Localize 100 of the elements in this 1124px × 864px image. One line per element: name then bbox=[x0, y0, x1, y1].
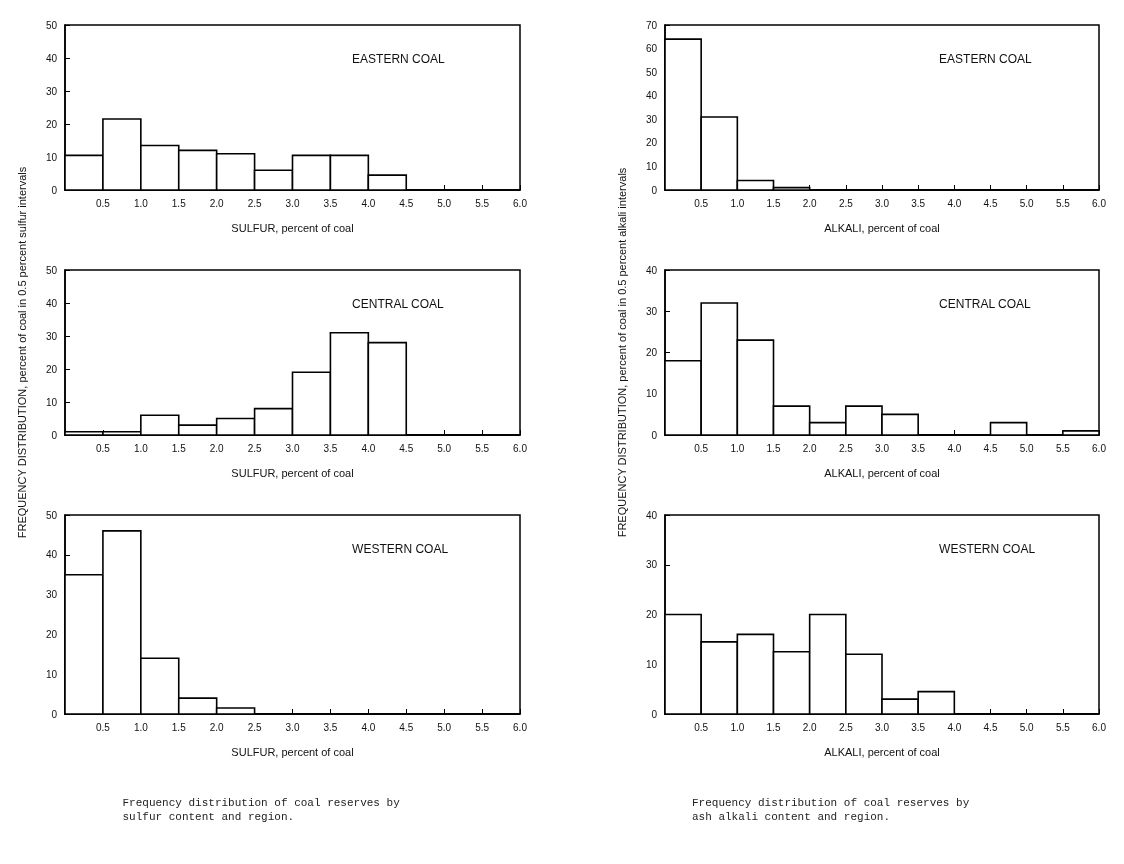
y-tick-label: 0 bbox=[651, 184, 658, 196]
x-tick-label: 3.5 bbox=[323, 442, 338, 454]
text: Frequency distribution of coal reserves by sulfur content and region. bbox=[122, 797, 407, 823]
x-tick-label: 3.5 bbox=[911, 197, 926, 209]
x-tick-label: 3.0 bbox=[875, 197, 890, 209]
x-tick-label: 1.5 bbox=[171, 721, 187, 733]
x-tick-label: 5.5 bbox=[1055, 442, 1071, 454]
x-axis-title: ALKALI, percent of coal bbox=[824, 221, 940, 234]
x-tick-label: 4.0 bbox=[947, 197, 962, 209]
text: EASTERN COAL bbox=[352, 52, 446, 66]
x-tick-label: 2.0 bbox=[209, 721, 225, 733]
y-tick-label: 10 bbox=[45, 151, 58, 163]
x-tick-label: 6.0 bbox=[1092, 197, 1107, 209]
x-tick-label: 1.5 bbox=[171, 197, 187, 209]
x-tick-label: 0.5 bbox=[95, 197, 111, 209]
x-tick-label: 4.5 bbox=[399, 721, 414, 733]
x-tick-label: 0.5 bbox=[694, 721, 709, 733]
x-tick-label: 2.5 bbox=[838, 721, 854, 733]
y-tick-label: 30 bbox=[645, 305, 658, 317]
x-tick-label: 1.0 bbox=[730, 721, 745, 733]
y-tick-label: 40 bbox=[45, 297, 58, 309]
x-tick-label: 4.0 bbox=[947, 721, 962, 733]
x-axis-title: SULFUR, percent of coal bbox=[231, 221, 354, 234]
y-tick-label: 50 bbox=[645, 66, 658, 78]
x-tick-label: 2.5 bbox=[838, 197, 854, 209]
x-tick-label: 5.0 bbox=[1019, 721, 1035, 733]
y-tick-label: 30 bbox=[45, 85, 58, 97]
x-tick-label: 5.0 bbox=[1019, 197, 1035, 209]
y-tick-label: 10 bbox=[645, 388, 658, 400]
x-tick-label: 0.5 bbox=[694, 442, 709, 454]
x-tick-label: 5.5 bbox=[1055, 197, 1071, 209]
y-tick-label: 30 bbox=[45, 589, 58, 601]
x-axis-title: SULFUR, percent of coal bbox=[231, 745, 354, 758]
x-tick-label: 1.5 bbox=[766, 442, 781, 454]
y-tick-label: 40 bbox=[45, 549, 58, 561]
x-tick-label: 1.5 bbox=[171, 442, 187, 454]
y-tick-label: 40 bbox=[645, 264, 658, 276]
x-axis-title: ALKALI, percent of coal bbox=[824, 745, 940, 758]
x-tick-label: 5.0 bbox=[1019, 442, 1035, 454]
y-tick-label: 30 bbox=[645, 559, 658, 571]
x-tick-label: 0.5 bbox=[95, 442, 111, 454]
x-tick-label: 5.0 bbox=[437, 721, 452, 733]
x-axis-title: SULFUR, percent of coal bbox=[231, 466, 354, 479]
y-tick-label: 20 bbox=[645, 609, 658, 620]
y-tick-label: 30 bbox=[645, 113, 658, 125]
x-tick-label: 3.5 bbox=[911, 442, 926, 454]
y-tick-label: 20 bbox=[45, 363, 58, 375]
y-tick-label: 10 bbox=[45, 668, 58, 680]
x-tick-label: 1.5 bbox=[766, 721, 781, 733]
x-tick-label: 2.0 bbox=[802, 197, 818, 209]
x-tick-label: 3.0 bbox=[285, 721, 300, 733]
x-tick-label: 5.5 bbox=[1055, 721, 1071, 733]
x-tick-label: 3.5 bbox=[323, 197, 338, 209]
y-tick-label: 20 bbox=[645, 137, 658, 149]
x-tick-label: 5.5 bbox=[475, 197, 490, 209]
x-tick-label: 5.0 bbox=[437, 442, 452, 454]
x-tick-label: 6.0 bbox=[1092, 442, 1107, 454]
x-tick-label: 6.0 bbox=[513, 721, 528, 733]
x-tick-label: 1.0 bbox=[133, 197, 149, 209]
y-tick-label: 10 bbox=[45, 396, 58, 408]
x-tick-label: 2.0 bbox=[209, 197, 225, 209]
text: CENTRAL COAL bbox=[352, 297, 444, 311]
y-tick-label: 60 bbox=[645, 43, 658, 55]
x-tick-label: 2.0 bbox=[209, 442, 225, 454]
text: Frequency distribution of coal reserves by ash alkali content and region. bbox=[692, 797, 976, 823]
x-tick-label: 2.5 bbox=[247, 442, 262, 454]
y-tick-label: 10 bbox=[645, 658, 658, 670]
x-tick-label: 4.0 bbox=[361, 197, 376, 209]
y-tick-label: 30 bbox=[45, 330, 58, 342]
x-tick-label: 2.5 bbox=[247, 721, 262, 733]
y-axis-title: FREQUENCY DISTRIBUTION, percent of coal in 0.5 percent sulfur intervals bbox=[15, 166, 28, 539]
y-tick-label: 0 bbox=[651, 429, 658, 441]
x-tick-label: 4.5 bbox=[983, 197, 998, 209]
x-tick-label: 1.0 bbox=[730, 197, 745, 209]
y-tick-label: 0 bbox=[651, 708, 658, 720]
y-tick-label: 20 bbox=[645, 347, 658, 358]
x-tick-label: 5.5 bbox=[475, 442, 490, 454]
x-tick-label: 3.0 bbox=[875, 721, 890, 733]
x-tick-label: 0.5 bbox=[95, 721, 111, 733]
x-tick-label: 3.0 bbox=[875, 442, 890, 454]
x-tick-label: 4.0 bbox=[361, 721, 376, 733]
x-tick-label: 4.0 bbox=[947, 442, 962, 454]
y-tick-label: 50 bbox=[45, 264, 58, 276]
y-tick-label: 10 bbox=[645, 160, 658, 172]
x-tick-label: 1.0 bbox=[133, 442, 149, 454]
x-tick-label: 3.5 bbox=[323, 721, 338, 733]
x-tick-label: 3.5 bbox=[911, 721, 926, 733]
x-tick-label: 1.0 bbox=[730, 442, 745, 454]
x-tick-label: 1.0 bbox=[133, 721, 149, 733]
x-tick-label: 4.0 bbox=[361, 442, 376, 454]
x-tick-label: 2.5 bbox=[838, 442, 854, 454]
y-tick-label: 0 bbox=[51, 184, 58, 196]
x-tick-label: 5.5 bbox=[475, 721, 490, 733]
text: EASTERN COAL bbox=[939, 52, 1033, 66]
y-tick-label: 50 bbox=[45, 509, 58, 521]
text: CENTRAL COAL bbox=[939, 297, 1031, 311]
x-tick-label: 5.0 bbox=[437, 197, 452, 209]
x-tick-label: 4.5 bbox=[399, 197, 414, 209]
x-axis-title: ALKALI, percent of coal bbox=[824, 466, 940, 479]
y-tick-label: 40 bbox=[45, 52, 58, 64]
